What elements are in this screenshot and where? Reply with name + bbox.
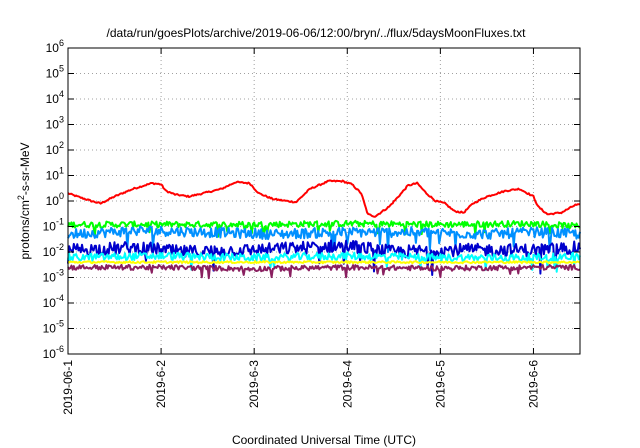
x-tick-label: 2019-06-1 [61, 360, 75, 415]
x-tick-label: 2019-6-2 [154, 360, 168, 408]
y-tick-label: 10-3 [43, 268, 64, 285]
tick-marks [67, 47, 580, 355]
y-axis-label-prefix: protons/cm [18, 200, 32, 259]
y-tick-label: 104 [46, 89, 64, 106]
y-axis-label-suffix: -s-sr-MeV [18, 142, 32, 195]
series-line-0 [67, 179, 580, 218]
series-line-1 [67, 219, 581, 238]
series-line-6 [67, 263, 581, 280]
y-tick-label: 10-4 [43, 293, 64, 310]
y-tick-label: 10-2 [43, 242, 64, 259]
y-tick-labels: 106 105 104 103 102 101 100 10-1 10-2 10-3 10-4 10-… [43, 38, 64, 361]
y-tick-label: 102 [46, 140, 64, 157]
y-tick-label: 10-5 [43, 319, 64, 336]
x-tick-label: 2019-6-4 [340, 360, 354, 408]
x-tick-label: 2019-6-6 [526, 360, 540, 408]
chart-title: /data/run/goesPlots/archive/2019-06-06/1… [107, 26, 527, 40]
x-axis-label: Coordinated Universal Time (UTC) [232, 433, 416, 447]
grid-lines [68, 48, 580, 354]
x-tick-label: 2019-6-3 [247, 360, 261, 408]
x-tick-labels: 2019-06-1 2019-6-2 2019-6-3 2019-6-4 2019-6-… [61, 360, 540, 415]
y-tick-label: 106 [46, 38, 64, 55]
y-tick-label: 10-6 [43, 344, 64, 361]
series-line-4 [67, 251, 581, 273]
y-tick-label: 100 [46, 191, 64, 208]
series-line-5 [67, 260, 581, 265]
data-series [67, 179, 581, 280]
y-axis-label: protons/cm2-s-sr-MeV [16, 142, 32, 259]
y-tick-label: 103 [46, 115, 64, 132]
y-axis-label-sup: 2 [16, 195, 26, 200]
y-tick-label: 10-1 [43, 217, 64, 234]
x-tick-label: 2019-6-5 [433, 360, 447, 408]
y-tick-label: 101 [46, 166, 64, 183]
y-tick-label: 105 [46, 64, 64, 81]
